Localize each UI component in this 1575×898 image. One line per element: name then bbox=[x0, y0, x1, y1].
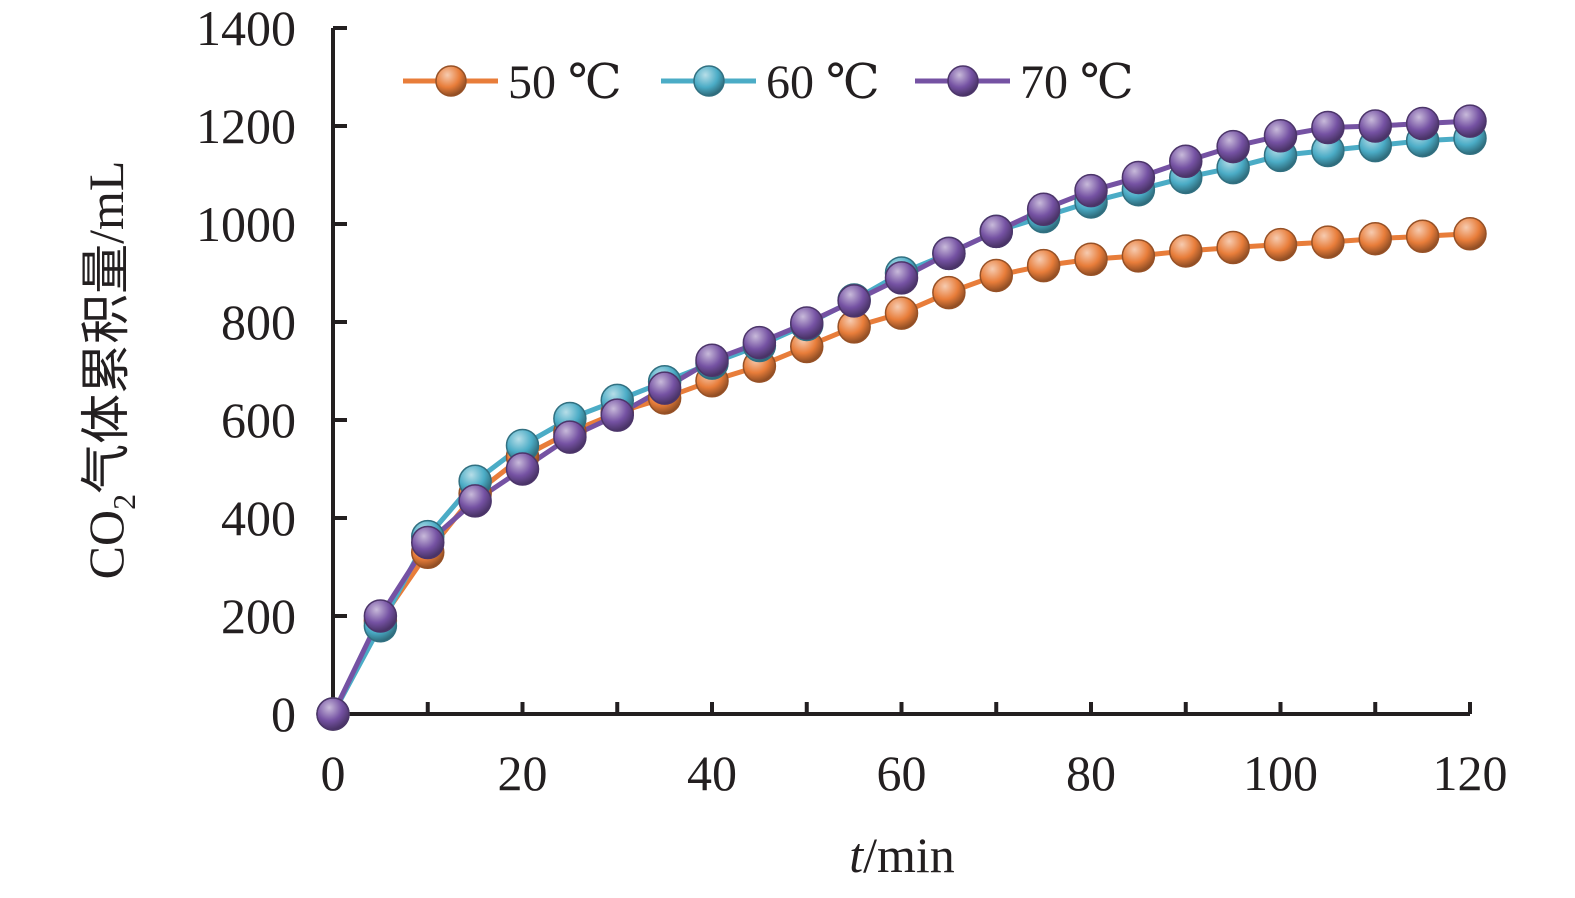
data-point bbox=[647, 371, 682, 405]
data-point bbox=[553, 420, 587, 454]
data-point bbox=[1405, 219, 1440, 253]
data-point bbox=[1311, 225, 1345, 259]
y-axis-title: CO2气体累积量/mL bbox=[78, 161, 142, 580]
data-point bbox=[1453, 104, 1487, 138]
data-point bbox=[932, 275, 966, 310]
x-tick-label: 0 bbox=[321, 745, 346, 801]
x-tick-label: 100 bbox=[1243, 745, 1318, 801]
data-point bbox=[1026, 248, 1061, 283]
x-axis-title-italic: t bbox=[849, 827, 864, 883]
legend-marker bbox=[693, 65, 725, 97]
data-point bbox=[979, 258, 1013, 293]
y-tick-label: 1200 bbox=[196, 98, 296, 154]
data-point bbox=[1026, 192, 1061, 227]
y-axis-title-suffix: 气体累积量/mL bbox=[78, 161, 134, 494]
y-tick-label: 0 bbox=[271, 686, 296, 742]
data-point bbox=[1216, 230, 1250, 265]
x-tick-label: 20 bbox=[498, 745, 548, 801]
data-point bbox=[1263, 227, 1298, 262]
series-line bbox=[330, 118, 1471, 716]
x-axis-title-unit: /min bbox=[863, 827, 955, 883]
data-point bbox=[1169, 144, 1203, 179]
data-point bbox=[1074, 173, 1108, 208]
legend-marker bbox=[947, 65, 979, 97]
y-tick-label: 800 bbox=[221, 294, 296, 350]
y-axis-title-prefix: CO bbox=[78, 510, 134, 579]
legend: 50 ℃ 60 ℃ 70 ℃ bbox=[403, 56, 1134, 109]
y-tick-label: 200 bbox=[221, 588, 296, 644]
y-tick-label: 1400 bbox=[196, 0, 296, 56]
data-point bbox=[837, 284, 871, 318]
legend-label: 60 ℃ bbox=[766, 56, 880, 109]
data-point bbox=[505, 452, 540, 486]
x-ticks: 0 20 40 60 80 100 120 bbox=[321, 702, 1508, 801]
data-point bbox=[884, 296, 919, 330]
x-tick-label: 80 bbox=[1066, 745, 1116, 801]
legend-label: 50 ℃ bbox=[508, 56, 622, 109]
data-point bbox=[1074, 242, 1108, 277]
data-point bbox=[742, 325, 777, 360]
data-point bbox=[1121, 160, 1156, 195]
data-point bbox=[411, 525, 445, 560]
y-tick-label: 400 bbox=[221, 490, 296, 546]
y-axis-title-subscript: 2 bbox=[106, 494, 142, 510]
data-point bbox=[1169, 234, 1203, 268]
data-point bbox=[458, 484, 492, 518]
x-axis-title: t/min bbox=[849, 827, 955, 883]
y-ticks: 0 200 400 600 800 1000 1200 1400 bbox=[196, 0, 347, 742]
data-point bbox=[1453, 217, 1487, 251]
data-point bbox=[1358, 221, 1392, 256]
series-line bbox=[330, 135, 1471, 716]
data-point bbox=[1216, 129, 1250, 164]
data-point bbox=[316, 697, 350, 731]
x-tick-label: 120 bbox=[1433, 745, 1508, 801]
data-point bbox=[1405, 106, 1440, 141]
y-tick-label: 1000 bbox=[196, 196, 296, 252]
data-point bbox=[1358, 109, 1392, 143]
data-point bbox=[1263, 119, 1298, 153]
x-tick-label: 60 bbox=[877, 745, 927, 801]
data-point bbox=[1311, 110, 1345, 145]
legend-marker bbox=[435, 65, 467, 97]
data-point bbox=[884, 261, 919, 295]
data-point bbox=[600, 398, 634, 432]
data-point bbox=[790, 306, 824, 340]
data-point bbox=[695, 343, 729, 377]
y-tick-label: 600 bbox=[221, 392, 296, 448]
legend-label: 70 ℃ bbox=[1020, 56, 1134, 109]
data-point bbox=[979, 214, 1013, 249]
data-point bbox=[1121, 239, 1156, 273]
series-layer bbox=[316, 104, 1487, 731]
data-point bbox=[932, 236, 966, 271]
data-point bbox=[363, 599, 398, 633]
x-tick-label: 40 bbox=[687, 745, 737, 801]
